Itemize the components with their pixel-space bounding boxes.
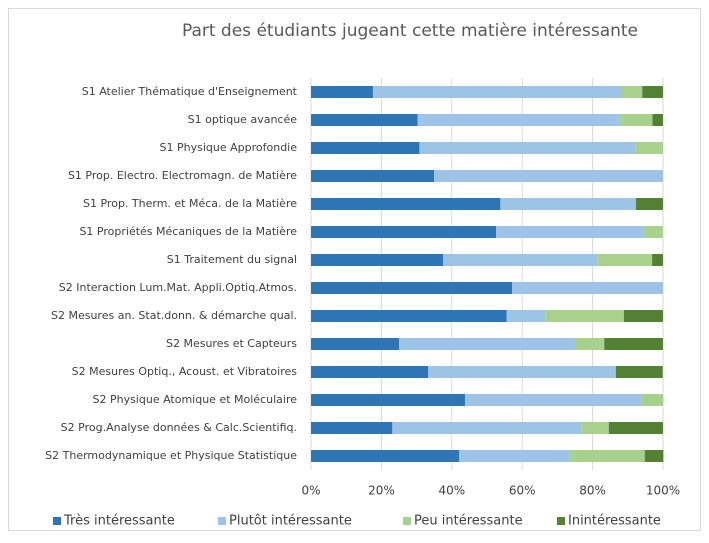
bar-segment	[644, 226, 663, 238]
y-tick-label: S1 Propriétés Mécaniques de la Matière	[79, 225, 297, 238]
legend-label: Très intéressante	[63, 514, 175, 529]
y-tick-label: S2 Prog.Analyse données & Calc.Scientifi…	[61, 421, 297, 434]
bar-segment	[545, 310, 624, 322]
legend-swatch	[53, 517, 61, 525]
y-tick-label: S2 Physique Atomique et Moléculaire	[92, 393, 297, 406]
bar-segment	[311, 366, 429, 378]
bar-segment	[511, 282, 663, 294]
bar-segment	[506, 310, 546, 322]
y-tick-label: S2 Interaction Lum.Mat. Appli.Optiq.Atmo…	[59, 281, 297, 294]
x-tick-label: 100%	[646, 484, 680, 498]
bar-segment	[311, 422, 393, 434]
bar-segment	[597, 254, 653, 266]
bar-segment	[644, 450, 664, 462]
bar-segment	[443, 254, 598, 266]
bar-segment	[652, 114, 663, 126]
legend-label: Peu intéressante	[414, 514, 523, 529]
y-tick-label: S1 Prop. Therm. et Méca. de la Matière	[83, 197, 297, 210]
bar-segment	[311, 450, 460, 462]
bar-segment	[417, 114, 621, 126]
bar-segment	[311, 170, 435, 182]
bar-segment	[635, 198, 663, 210]
y-tick-label: S1 Prop. Electro. Electromagn. de Matièr…	[68, 169, 297, 182]
x-tick-label: 0%	[301, 484, 320, 498]
bar-segment	[372, 86, 622, 98]
legend-label: Inintéressante	[568, 514, 661, 529]
bar-segment	[311, 282, 512, 294]
bar-segment	[428, 366, 616, 378]
bar-segment	[311, 226, 497, 238]
bar-segment	[608, 422, 663, 434]
bar-segment	[392, 422, 582, 434]
y-tick-label: S2 Mesures an. Stat.donn. & démarche qua…	[51, 309, 297, 322]
bar-segment	[642, 86, 663, 98]
bar-segment	[419, 142, 636, 154]
bar-segment	[311, 198, 501, 210]
bar-segment	[581, 422, 609, 434]
bar-segment	[652, 254, 663, 266]
y-tick-label: S1 Physique Approfondie	[160, 141, 298, 154]
bar-segment	[615, 366, 663, 378]
bar-segment	[575, 338, 605, 350]
legend-swatch	[557, 517, 565, 525]
bar-segment	[311, 310, 507, 322]
bar-segment	[434, 170, 663, 182]
y-tick-label: S2 Mesures et Capteurs	[166, 337, 297, 350]
x-tick-label: 40%	[438, 484, 465, 498]
y-tick-label: S2 Thermodynamique et Physique Statistiq…	[45, 449, 297, 462]
legend-swatch	[403, 517, 411, 525]
bar-segment	[621, 86, 643, 98]
bar-segment	[570, 450, 645, 462]
bar-segment	[311, 338, 399, 350]
bar-segment	[311, 114, 418, 126]
bar-segment	[311, 142, 420, 154]
y-tick-label: S1 optique avancée	[188, 113, 298, 126]
x-tick-label: 80%	[579, 484, 606, 498]
bar-segment	[311, 394, 466, 406]
bar-segment	[399, 338, 575, 350]
bar-segment	[459, 450, 571, 462]
bar-segment	[311, 86, 373, 98]
bar-segment	[311, 254, 443, 266]
chart-title: Part des étudiants jugeant cette matière…	[182, 21, 638, 41]
x-tick-label: 20%	[368, 484, 395, 498]
legend-swatch	[218, 517, 226, 525]
x-tick-label: 60%	[509, 484, 536, 498]
y-tick-label: S1 Atelier Thématique d'Enseignement	[82, 85, 298, 98]
legend-label: Plutôt intéressante	[229, 514, 352, 529]
y-tick-label: S2 Mesures Optiq., Acoust. et Vibratoire…	[72, 365, 298, 378]
bar-segment	[641, 394, 664, 406]
bar-segment	[604, 338, 663, 350]
bar-segment	[623, 310, 663, 322]
bar-segment	[635, 142, 663, 154]
bar-segment	[500, 198, 636, 210]
y-tick-label: S1 Traitement du signal	[167, 253, 297, 266]
bar-segment	[496, 226, 645, 238]
bar-segment	[465, 394, 642, 406]
bar-segment	[620, 114, 653, 126]
